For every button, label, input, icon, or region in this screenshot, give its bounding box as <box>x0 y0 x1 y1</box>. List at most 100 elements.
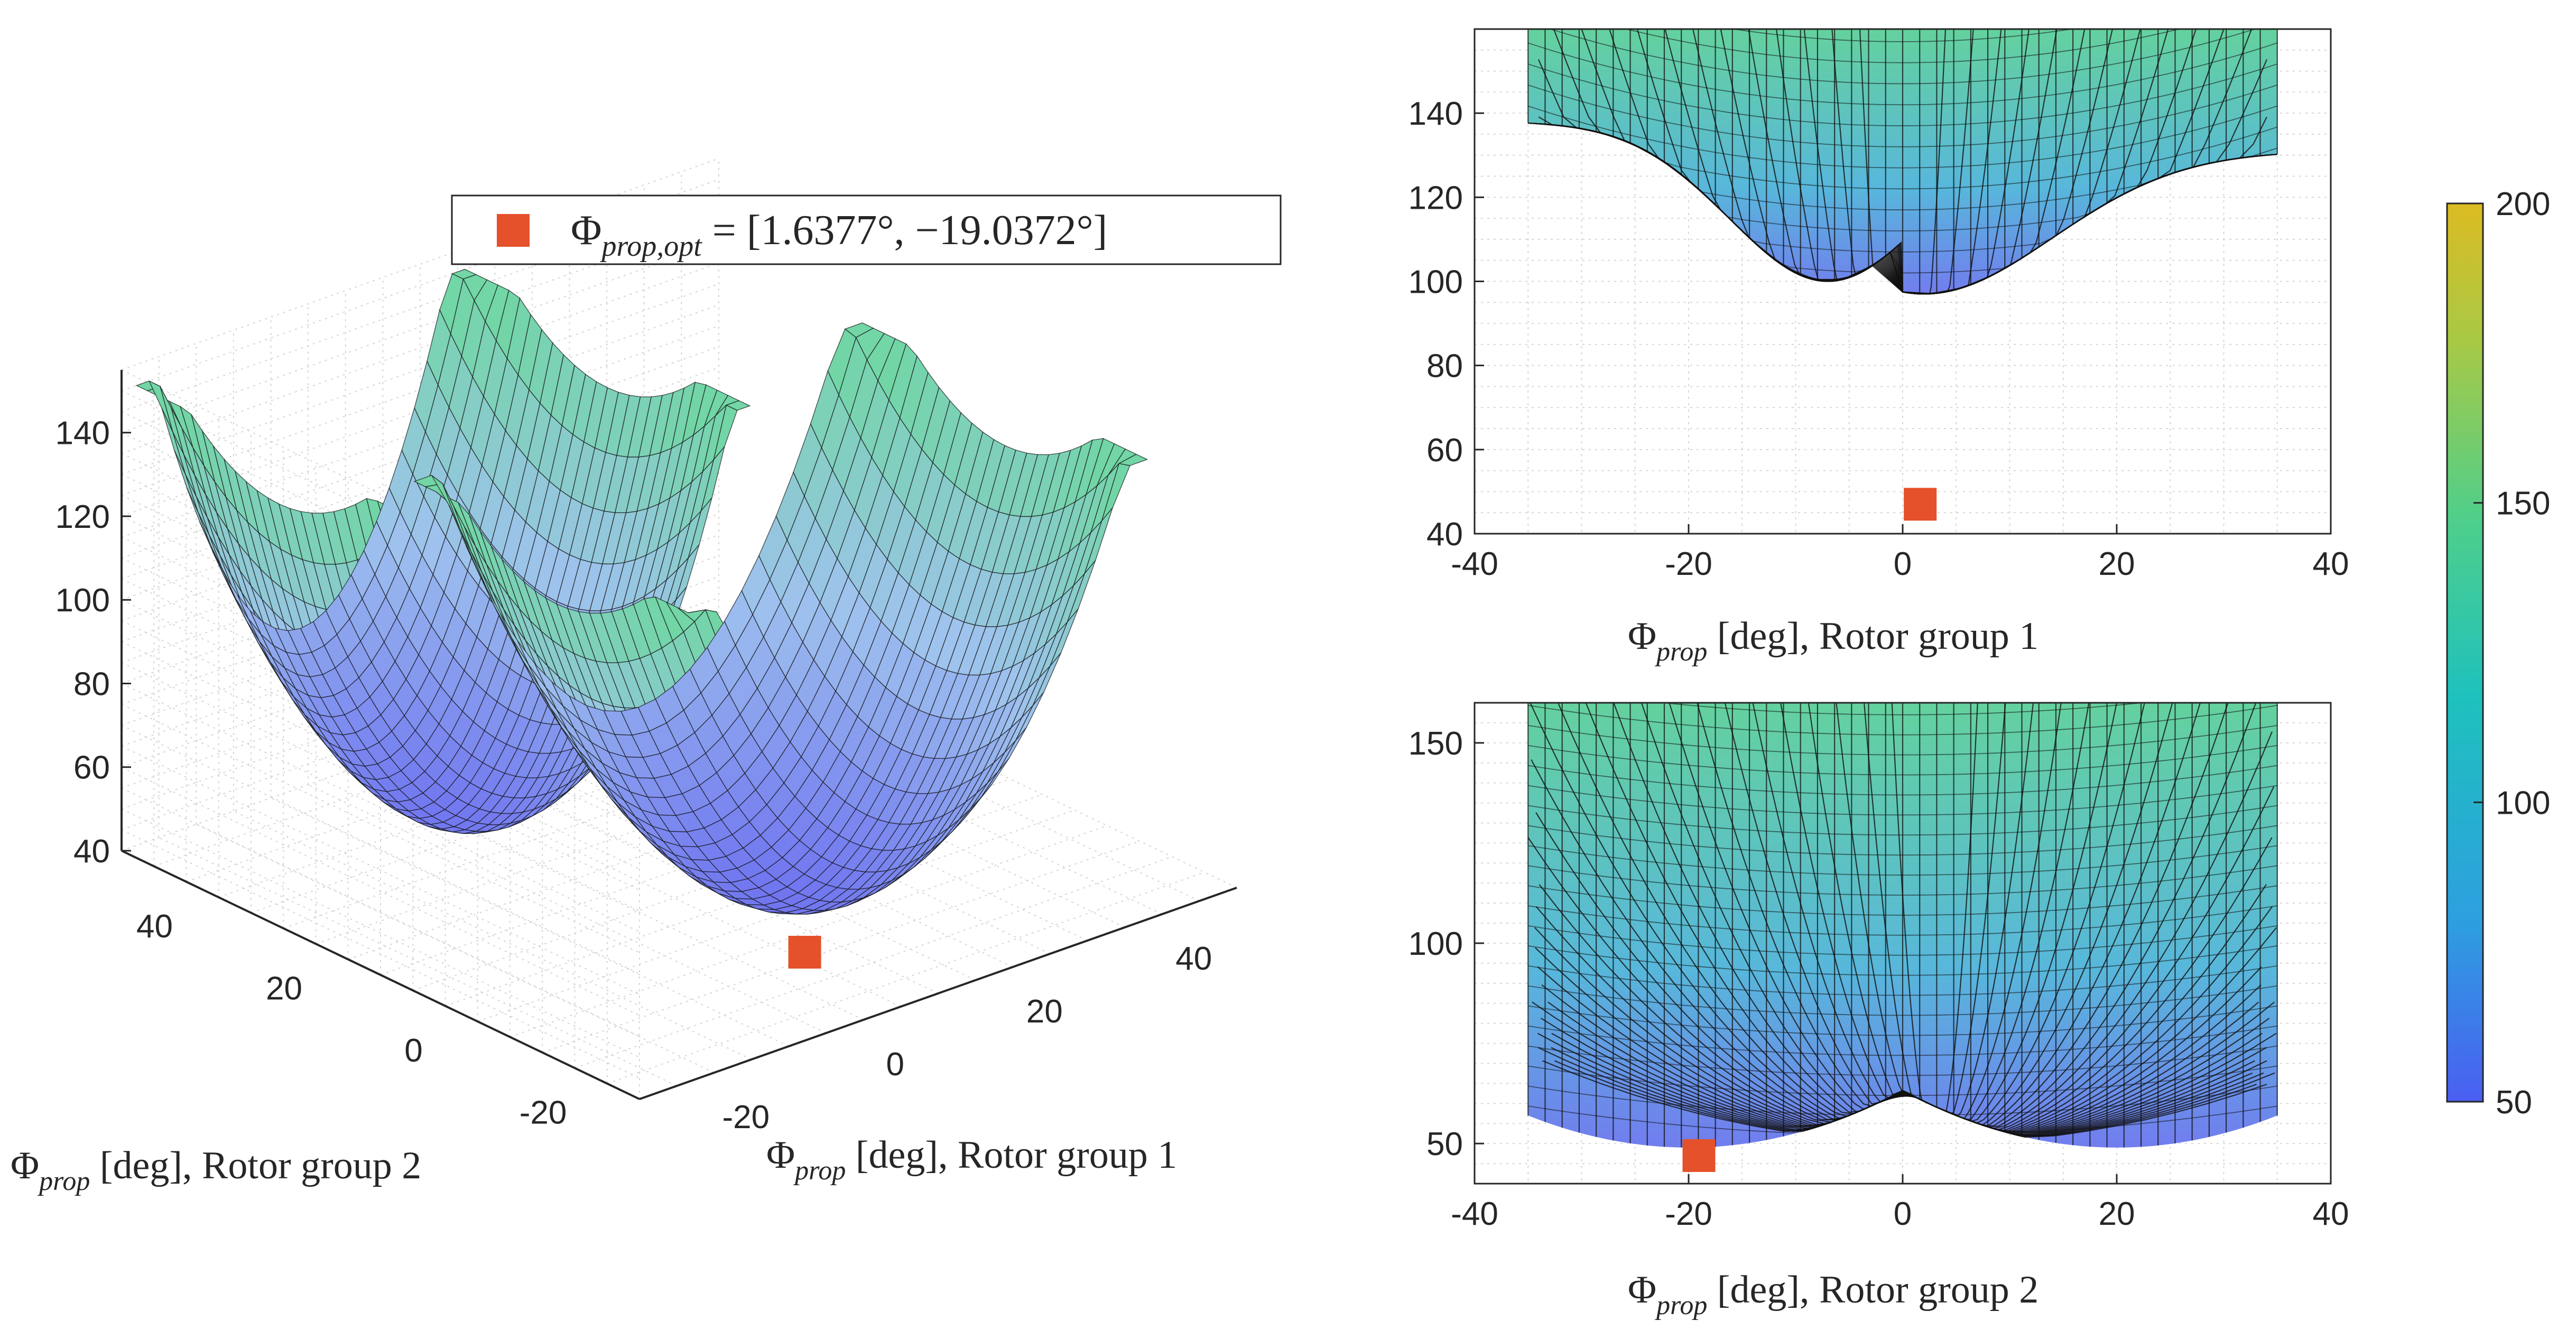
y-tick-label: 140 <box>1409 96 1463 132</box>
mesh-curve <box>1658 703 2147 715</box>
y-tick-label: 100 <box>1409 926 1463 962</box>
colorbar-tick-label: 200 <box>2496 186 2550 222</box>
panel-3d-xlabel: Φprop [deg], Rotor group 1 <box>766 1133 1177 1186</box>
grid-line <box>121 241 719 454</box>
mesh-curve <box>1528 1005 2277 1036</box>
x-tick-label: 40 <box>1175 941 1212 977</box>
grid-line <box>121 808 640 1058</box>
y-tick-label: 40 <box>136 908 173 945</box>
grid-line <box>574 856 1172 1069</box>
mesh-curve <box>1528 705 2277 736</box>
grid-line <box>121 325 719 538</box>
x-tick-label: 20 <box>1026 993 1063 1030</box>
y-tick-label: 40 <box>1426 516 1463 553</box>
y-tick-label: 50 <box>1426 1126 1463 1162</box>
x-tick-label: -20 <box>1665 1196 1712 1232</box>
mesh-curve <box>1527 42 2278 106</box>
grid-line <box>509 825 1108 1038</box>
y-tick-label: 150 <box>1409 726 1463 762</box>
legend-box <box>451 194 1282 265</box>
mesh-curve <box>1528 865 2277 896</box>
grid-line <box>542 840 1140 1053</box>
mesh-curve <box>1527 63 2278 126</box>
y-tick-label: 60 <box>1426 432 1463 469</box>
z-tick-label: 100 <box>55 582 110 619</box>
mesh-curve <box>1528 1045 2277 1076</box>
colorbar-ticks: 50 100 150 200 <box>2473 186 2550 1121</box>
x-tick-label: 0 <box>1894 1196 1912 1232</box>
panel-rotor1-xlabel: Φprop [deg], Rotor group 1 <box>1628 615 2038 667</box>
y-tick-label: 0 <box>404 1033 422 1069</box>
panel-rotor2-xlabel: Φprop [deg], Rotor group 2 <box>1628 1268 2038 1320</box>
legend-label: Φprop,opt = [1.6377°, −19.0372°] <box>571 207 1107 263</box>
z-tick-label: 80 <box>73 666 110 702</box>
panel-rotor2: -40 -20 0 20 40 50 100 150 Φprop [deg], Rotor g… <box>1409 702 2349 1320</box>
x-tick-label: 40 <box>2313 546 2349 582</box>
y-tick-label: -20 <box>520 1094 567 1131</box>
colorbar: 50 100 150 200 <box>2446 186 2550 1121</box>
grid-line <box>121 746 640 996</box>
colorbar-bar <box>2446 202 2484 1103</box>
mesh-cell <box>844 322 874 338</box>
z-tick-label: 120 <box>55 499 110 535</box>
grid-line <box>271 797 789 1047</box>
mesh-curve <box>1528 745 2277 776</box>
panel-3d-optimum-marker <box>788 936 821 969</box>
grid-line <box>121 724 640 974</box>
panel-3d-ticks: 40 60 80 100 120 140 -20 0 20 40 -20 0 20 40 <box>55 415 1212 1136</box>
mesh-curve <box>1528 985 2277 1016</box>
mesh-curve <box>1528 765 2277 796</box>
legend-marker-icon <box>497 214 530 247</box>
x-tick-label: -40 <box>1451 546 1498 582</box>
x-tick-label: -20 <box>722 1099 770 1136</box>
x-tick-label: 20 <box>2099 546 2135 582</box>
panel-rotor1-ticks: -40 -20 0 20 40 40 60 80 100 120 140 <box>1409 96 2349 582</box>
mesh-cell <box>451 268 477 280</box>
panel-rotor2-ticks: -40 -20 0 20 40 50 100 150 <box>1409 726 2349 1232</box>
panel-3d-axes <box>121 370 1237 1100</box>
panel-rotor1-surface <box>1527 29 2278 295</box>
grid-line <box>121 346 719 559</box>
mesh-curve <box>1549 29 2257 85</box>
x-tick-label: -40 <box>1451 1196 1498 1232</box>
panel-rotor2-surface <box>1527 703 2278 1148</box>
grid-line <box>607 871 1205 1084</box>
mesh-curve <box>1528 785 2277 816</box>
mesh-curve <box>1528 925 2277 956</box>
mesh-curve <box>1730 29 2075 42</box>
mesh-curve <box>1528 805 2277 836</box>
mesh-curve <box>1528 1025 2277 1056</box>
x-tick-label: 0 <box>1894 546 1912 582</box>
x-tick-label: 0 <box>886 1046 904 1083</box>
grid-line <box>121 158 719 370</box>
grid-line <box>121 683 640 933</box>
panel-3d-ylabel: Φprop [deg], Rotor group 2 <box>11 1144 421 1196</box>
y-tick-label: 100 <box>1409 264 1463 301</box>
y-tick-label: 80 <box>1426 348 1463 385</box>
mesh-curve <box>1527 84 2278 147</box>
mesh-curve <box>1528 123 2278 190</box>
mesh-curve <box>1528 945 2277 976</box>
mesh-curve <box>1527 105 2278 169</box>
colorbar-tick-label: 50 <box>2496 1084 2532 1121</box>
panel-rotor1-optimum-marker <box>1904 488 1937 521</box>
y-tick-label: 20 <box>266 970 302 1007</box>
mesh-curve <box>1528 1065 2277 1096</box>
mesh-curve <box>1624 29 2181 63</box>
grid-line <box>345 771 864 1020</box>
grid-line <box>196 824 715 1073</box>
z-tick-label: 140 <box>55 415 110 452</box>
mesh-curve <box>1528 965 2277 996</box>
z-tick-label: 40 <box>73 833 110 870</box>
legend: Φprop,opt = [1.6377°, −19.0372°] <box>451 194 1282 265</box>
panel-rotor1: -40 -20 0 20 40 40 60 80 100 120 140 Φprop [deg], … <box>1409 28 2349 667</box>
grid-line <box>477 810 1076 1022</box>
grid-line <box>121 283 719 496</box>
mesh-curve <box>1528 825 2277 856</box>
surface-right-trough <box>413 322 1148 915</box>
panel-3d: 40 60 80 100 120 140 -20 0 20 40 -20 0 20 40 Φprop [d… <box>11 158 1237 1196</box>
grid-line <box>121 304 719 517</box>
grid-line <box>233 811 752 1060</box>
y-tick-label: 120 <box>1409 180 1463 216</box>
